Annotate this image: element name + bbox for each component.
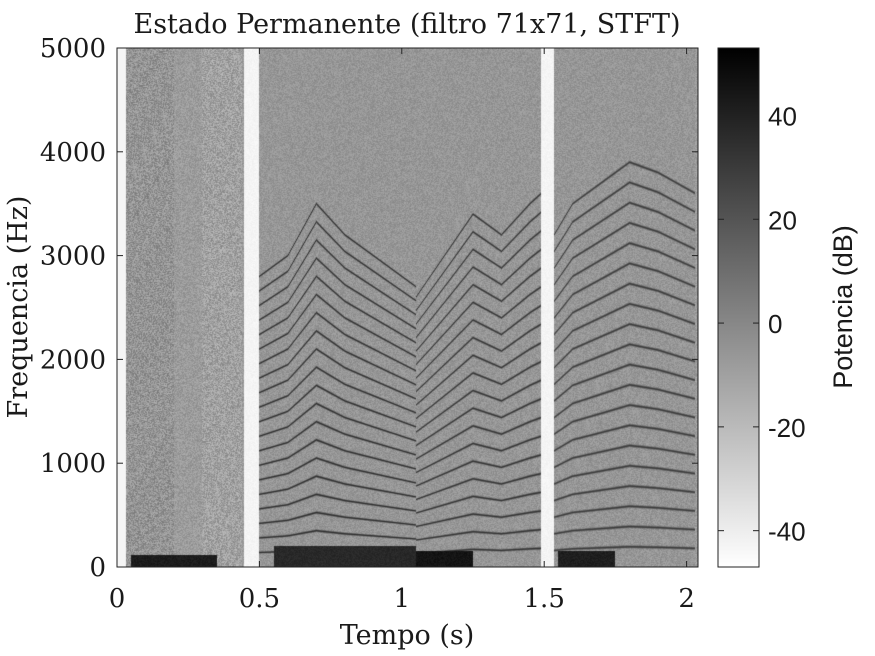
y-tick-label: 0: [89, 553, 106, 583]
x-tick-label: 2: [678, 584, 695, 614]
plot-area: [116, 47, 699, 568]
colorbar-label: Potencia (dB): [828, 225, 858, 389]
chart-title: Estado Permanente (filtro 71x71, STFT): [133, 9, 680, 40]
y-tick-label: 5000: [40, 34, 106, 64]
x-tick-label: 1: [394, 584, 411, 614]
y-tick-label: 4000: [40, 138, 106, 168]
plot-frame: [116, 47, 699, 568]
y-tick-label: 3000: [40, 242, 106, 272]
colorbar-tick-label: 20: [768, 205, 797, 235]
colorbar-tick-label: 0: [768, 309, 782, 339]
x-axis-ticks: 0 0.5 1 1.5 2: [109, 48, 695, 614]
colorbar-ticks: -40 -20 0 20 40: [718, 101, 806, 547]
y-axis-label: Frequencia (Hz): [3, 196, 34, 419]
colorbar-tick-label: -20: [768, 413, 806, 443]
spectrogram-heatmap: [117, 48, 698, 567]
colorbar-tick-label: -40: [768, 517, 806, 547]
x-tick-label: 1.5: [524, 584, 565, 614]
y-tick-label: 2000: [40, 345, 106, 375]
colorbar-gradient: [717, 47, 760, 568]
x-tick-label: 0.5: [239, 584, 280, 614]
x-axis-label: Tempo (s): [340, 620, 475, 651]
colorbar: -40 -20 0 20 40 Potencia (dB): [717, 47, 858, 568]
y-axis-ticks: 0 1000 2000 3000 4000 5000: [40, 34, 698, 583]
y-tick-label: 1000: [40, 449, 106, 479]
colorbar-tick-label: 40: [768, 101, 797, 131]
x-tick-label: 0: [109, 584, 126, 614]
